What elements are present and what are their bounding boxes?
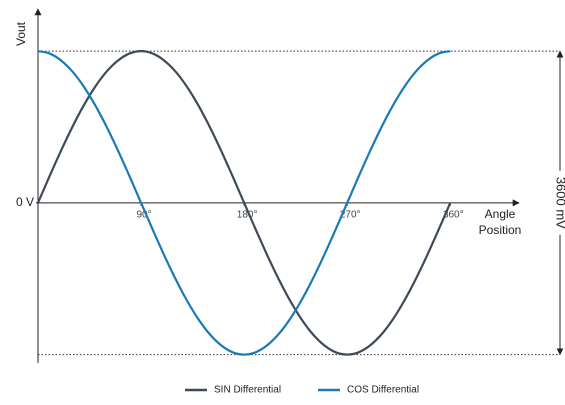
legend-label: COS Differential xyxy=(347,385,419,396)
legend-label: SIN Differential xyxy=(214,385,281,396)
span-label-bg xyxy=(552,170,565,235)
y-axis-label: Vout xyxy=(14,21,28,46)
x-tick-label: 180° xyxy=(237,209,258,220)
x-tick-label: 90° xyxy=(137,209,152,220)
span-label: 3600 mV xyxy=(554,177,565,229)
y-tick-label: 0 V xyxy=(16,195,34,209)
series-line xyxy=(36,50,452,356)
x-axis-label: Position xyxy=(479,223,522,237)
x-axis-label: Angle xyxy=(485,207,516,221)
x-tick-label: 360° xyxy=(443,209,464,220)
series-line xyxy=(37,50,451,356)
x-tick-label: 270° xyxy=(340,209,361,220)
